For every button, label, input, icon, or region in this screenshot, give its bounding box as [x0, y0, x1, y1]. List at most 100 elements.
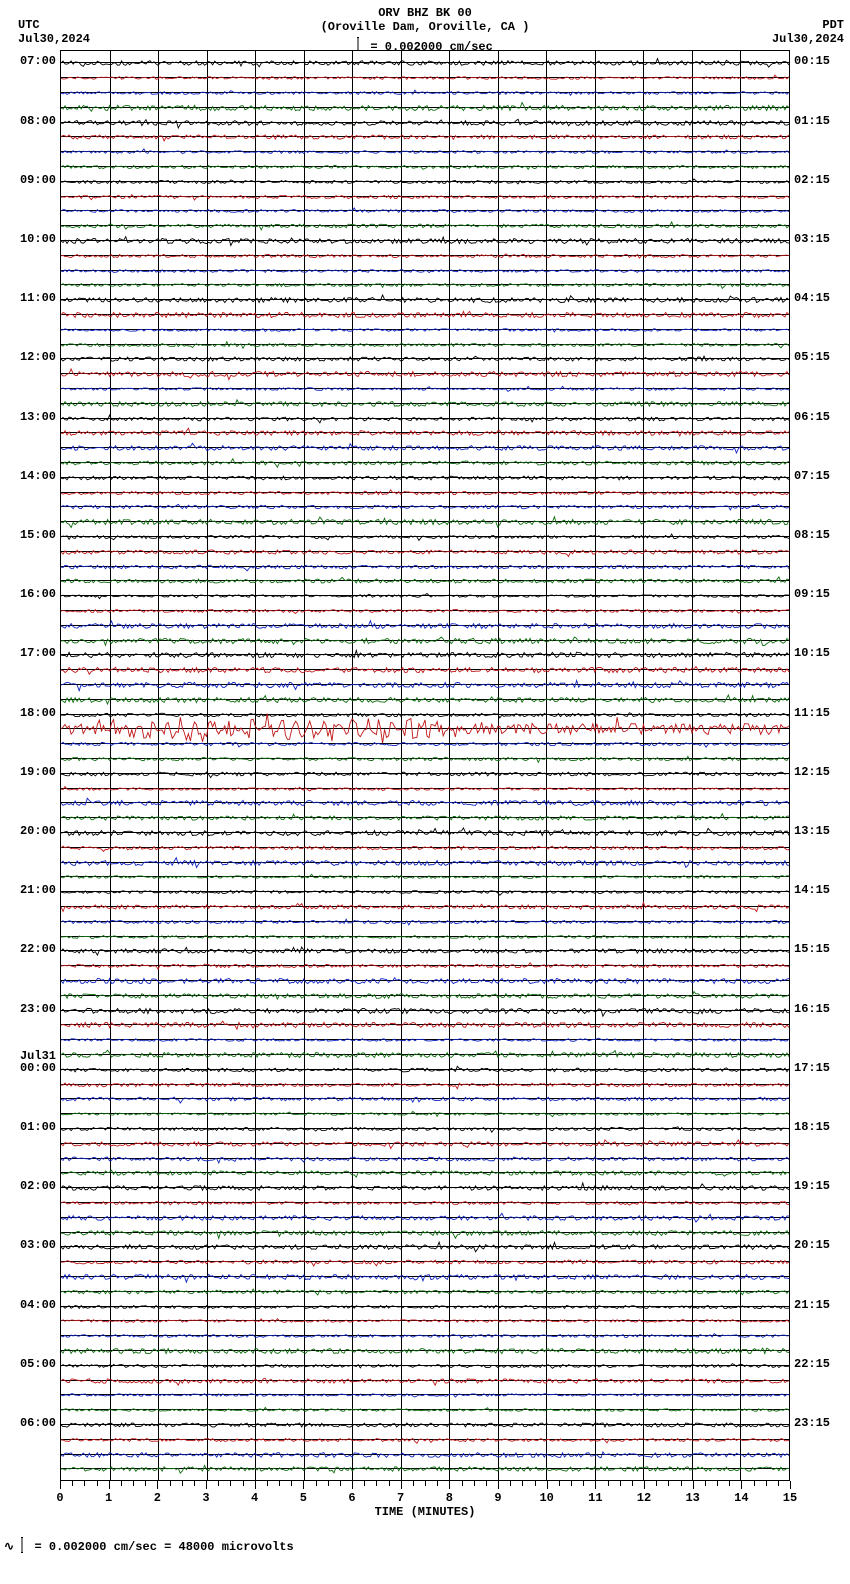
trace-row: [61, 1291, 789, 1292]
x-tick-label: 12: [637, 1491, 651, 1505]
utc-hour-label: 01:00: [0, 1121, 56, 1133]
utc-hour-label: 14:00: [0, 470, 56, 482]
pdt-hour-label: 00:15: [794, 55, 850, 67]
trace-row: [61, 566, 789, 567]
x-tick-label: 4: [251, 1491, 258, 1505]
pdt-hour-label: 12:15: [794, 766, 850, 778]
trace-row: [61, 876, 789, 877]
x-tick-label: 8: [446, 1491, 453, 1505]
pdt-hour-label: 21:15: [794, 1299, 850, 1311]
pdt-label: PDT: [772, 18, 844, 32]
utc-hour-label: 17:00: [0, 647, 56, 659]
trace-row: [61, 107, 789, 108]
utc-hour-label: 22:00: [0, 943, 56, 955]
trace-row: [61, 1098, 789, 1099]
x-tick-label: 13: [685, 1491, 699, 1505]
pdt-hour-label: 09:15: [794, 588, 850, 600]
utc-hour-label: 07:00: [0, 55, 56, 67]
trace-row: [61, 447, 789, 448]
trace-row: [61, 225, 789, 226]
trace-row: [61, 240, 789, 241]
trace-row: [61, 536, 789, 537]
trace-row: [61, 1054, 789, 1055]
trace-row: [61, 551, 789, 552]
trace-row: [61, 714, 789, 715]
trace-row: [61, 1172, 789, 1173]
utc-hour-label: 13:00: [0, 411, 56, 423]
pdt-hour-label: 11:15: [794, 707, 850, 719]
footer-scale-note: ∿ = 0.002000 cm/sec = 48000 microvolts: [4, 1537, 850, 1554]
trace-row: [61, 210, 789, 211]
trace-row: [61, 344, 789, 345]
plot-wrap: 07:0008:0009:0010:0011:0012:0013:0014:00…: [0, 50, 850, 1481]
trace-row: [61, 891, 789, 892]
utc-rollover-date: Jul31: [0, 1050, 56, 1062]
trace-row: [61, 1439, 789, 1440]
trace-row: [61, 492, 789, 493]
pdt-hour-label: 01:15: [794, 115, 850, 127]
trace-row: [61, 995, 789, 996]
x-tick-label: 2: [154, 1491, 161, 1505]
trace-row: [61, 921, 789, 922]
trace-row: [61, 669, 789, 670]
utc-hour-label: 08:00: [0, 115, 56, 127]
utc-label: UTC: [18, 18, 90, 32]
utc-hour-label: 16:00: [0, 588, 56, 600]
trace-row: [61, 654, 789, 655]
x-axis: 0123456789101112131415 TIME (MINUTES): [60, 1481, 790, 1523]
trace-row: [61, 92, 789, 93]
trace-row: [61, 358, 789, 359]
trace-row: [61, 1424, 789, 1425]
x-tick-label: 3: [202, 1491, 209, 1505]
trace-row: [61, 1084, 789, 1085]
trace-row: [61, 314, 789, 315]
pdt-hour-label: 16:15: [794, 1003, 850, 1015]
pdt-header: PDT Jul30,2024: [772, 18, 844, 46]
utc-hour-label: 19:00: [0, 766, 56, 778]
utc-hour-labels: 07:0008:0009:0010:0011:0012:0013:0014:00…: [0, 50, 60, 1481]
trace-row: [61, 62, 789, 63]
x-tick-label: 0: [56, 1491, 63, 1505]
trace-row: [61, 965, 789, 966]
utc-hour-label: 03:00: [0, 1239, 56, 1251]
trace-row: [61, 388, 789, 389]
trace-row: [61, 817, 789, 818]
trace-row: [61, 270, 789, 271]
trace-row: [61, 906, 789, 907]
trace-row: [61, 1365, 789, 1366]
trace-row: [61, 847, 789, 848]
trace-row: [61, 1010, 789, 1011]
trace-row: [61, 625, 789, 626]
trace-row: [61, 77, 789, 78]
trace-row: [61, 166, 789, 167]
pdt-hour-label: 17:15: [794, 1062, 850, 1074]
seismogram-plot: [60, 50, 790, 1481]
x-tick-label: 14: [734, 1491, 748, 1505]
trace-row: [61, 1024, 789, 1025]
x-tick-label: 5: [300, 1491, 307, 1505]
trace-row: [61, 196, 789, 197]
pdt-hour-label: 04:15: [794, 292, 850, 304]
pdt-hour-label: 05:15: [794, 351, 850, 363]
x-tick-label: 10: [539, 1491, 553, 1505]
trace-row: [61, 432, 789, 433]
trace-row: [61, 640, 789, 641]
pdt-hour-label: 07:15: [794, 470, 850, 482]
trace-row: [61, 462, 789, 463]
x-tick-label: 11: [588, 1491, 602, 1505]
utc-hour-label: 10:00: [0, 233, 56, 245]
pdt-hour-label: 13:15: [794, 825, 850, 837]
trace-row: [61, 1380, 789, 1381]
trace-row: [61, 181, 789, 182]
trace-row: [61, 1394, 789, 1395]
utc-hour-label: 18:00: [0, 707, 56, 719]
trace-container: [61, 51, 789, 1480]
utc-hour-label: 06:00: [0, 1417, 56, 1429]
pdt-hour-label: 15:15: [794, 943, 850, 955]
trace-row: [61, 1306, 789, 1307]
trace-row: [61, 728, 789, 729]
trace-row: [61, 773, 789, 774]
trace-row: [61, 418, 789, 419]
pdt-hour-label: 08:15: [794, 529, 850, 541]
trace-row: [61, 1276, 789, 1277]
